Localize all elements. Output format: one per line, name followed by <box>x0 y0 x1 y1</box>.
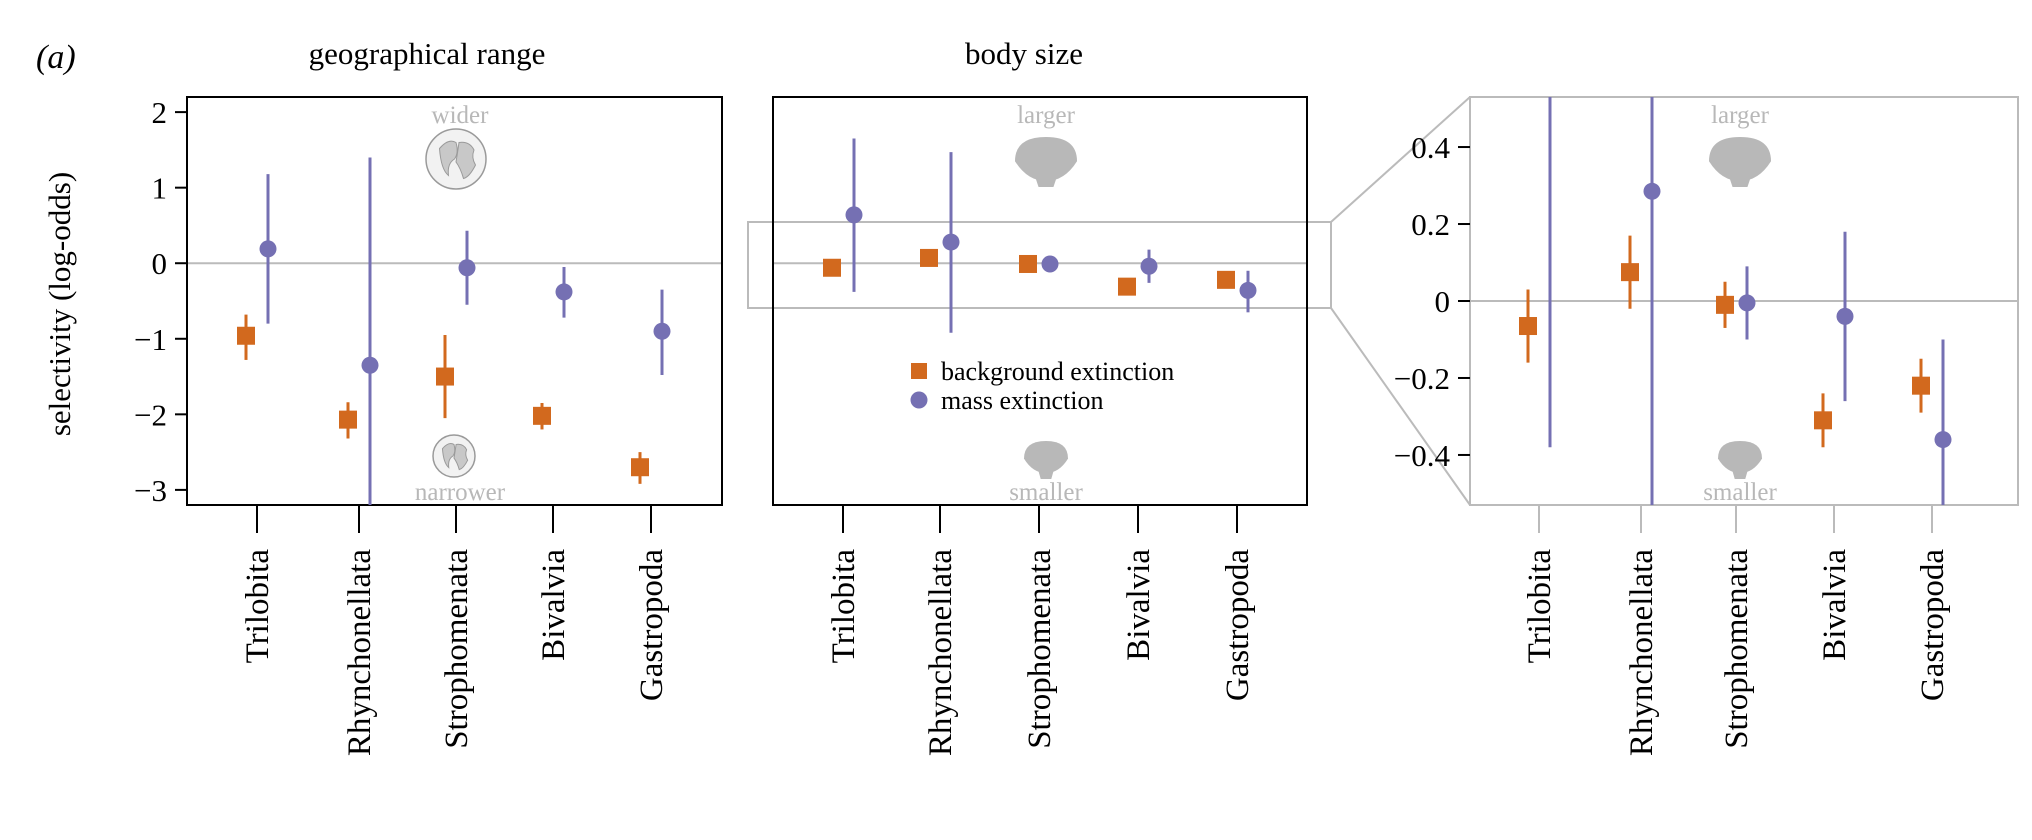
x-tick-label: Trilobita <box>826 549 862 664</box>
shell-icon <box>1015 137 1077 187</box>
x-tick-label: Strophomenata <box>1022 549 1058 749</box>
top-annotation: larger <box>1711 102 1770 129</box>
background-point <box>1019 254 1037 273</box>
background-point <box>1814 411 1832 430</box>
y-tick-label: −0.4 <box>1394 438 1451 473</box>
shell-body <box>1024 441 1068 473</box>
shell-hinge <box>1037 466 1055 479</box>
legend-label-mass: mass extinction <box>941 386 1103 415</box>
globe-continent-west <box>438 140 458 177</box>
background-point <box>1519 317 1537 336</box>
x-tick-label: Bivalvia <box>1121 549 1157 661</box>
background-point <box>823 258 841 277</box>
mass-point <box>653 322 671 340</box>
y-tick-label: 0 <box>152 246 168 281</box>
y-tick-label: 0.4 <box>1411 130 1450 165</box>
panel-title-body: body size <box>965 36 1083 71</box>
background-point <box>533 406 551 425</box>
background-point <box>1118 277 1136 296</box>
top-annotation: larger <box>1017 102 1076 129</box>
background-point <box>339 410 357 429</box>
shell-hinge <box>1731 466 1749 479</box>
y-tick-label: −0.2 <box>1394 361 1450 396</box>
x-tick-label: Trilobita <box>1522 549 1558 664</box>
background-point <box>1217 270 1235 289</box>
mass-point <box>555 283 573 301</box>
x-tick-label: Gastropoda <box>634 549 670 701</box>
panel-geographical-range: −3 −2 −1 0 1 2 Trilobita Rhynchonellata Strophom… <box>134 95 723 756</box>
shell-hinge <box>1727 172 1753 187</box>
mass-point <box>1836 307 1854 325</box>
shell-body <box>1709 137 1771 181</box>
y-tick-label: 2 <box>152 95 168 130</box>
globe-continent-west <box>441 443 456 469</box>
shell-body <box>1718 441 1762 473</box>
mass-point <box>1041 255 1059 273</box>
y-axis-label: selectivity (log-odds) <box>42 172 77 436</box>
x-tick-label: Bivalvia <box>536 549 572 661</box>
mass-point <box>942 233 960 251</box>
x-tick-label: Rhynchonellata <box>342 549 378 756</box>
shell-icon <box>1718 441 1762 479</box>
y-tick-label: −3 <box>134 473 167 508</box>
globe-continent-east <box>453 443 469 471</box>
legend-marker-mass <box>910 391 928 409</box>
shell-body <box>1015 137 1077 181</box>
y-tick-label: 0 <box>1435 284 1451 319</box>
bottom-annotation: smaller <box>1703 479 1777 506</box>
bottom-annotation: narrower <box>415 479 506 506</box>
mass-point <box>845 206 863 224</box>
panel-body-size-zoom: −0.4 −0.2 0 0.2 0.4 Trilobita Rhynchonellata St… <box>1394 96 2019 756</box>
mass-point <box>1239 281 1257 299</box>
mass-point <box>1934 431 1952 449</box>
background-point <box>1912 376 1930 395</box>
y-tick-label: 1 <box>152 171 168 206</box>
mass-point <box>1738 294 1756 312</box>
panel-title-geo: geographical range <box>309 36 546 71</box>
legend-marker-background <box>911 363 927 379</box>
zoom-connector <box>747 96 1471 506</box>
background-point <box>436 367 454 386</box>
zoom-highlight-box <box>747 221 1332 309</box>
x-tick-label: Bivalvia <box>1817 549 1853 661</box>
x-tick-label: Rhynchonellata <box>1624 549 1660 756</box>
y-tick-label: −1 <box>134 322 167 357</box>
globe-icon <box>432 434 476 478</box>
background-point <box>1716 295 1734 314</box>
shell-hinge <box>1033 172 1059 187</box>
shell-icon <box>1024 441 1068 479</box>
x-tick-label: Gastropoda <box>1220 549 1256 701</box>
background-point <box>920 248 938 267</box>
panel-body-size: Trilobita Rhynchonellata Strophomenata Biva… <box>772 96 1308 756</box>
x-tick-label: Trilobita <box>240 549 276 664</box>
zoom-line-top <box>1330 96 1471 223</box>
background-point <box>1621 263 1639 282</box>
x-tick-label: Strophomenata <box>1719 549 1755 749</box>
mass-point <box>458 259 476 277</box>
plot-frame <box>186 96 723 506</box>
x-tick-label: Strophomenata <box>439 549 475 749</box>
y-tick-label: −2 <box>134 397 167 432</box>
legend-label-background: background extinction <box>941 357 1174 386</box>
top-annotation: wider <box>432 102 490 129</box>
mass-point <box>259 240 277 258</box>
x-tick-label: Rhynchonellata <box>923 549 959 756</box>
mass-point <box>1643 182 1661 200</box>
panel-label: (a) <box>36 39 76 76</box>
y-tick-label: 0.2 <box>1411 207 1450 242</box>
globe-icon <box>425 128 487 190</box>
shell-icon <box>1709 137 1771 187</box>
globe-continent-east <box>455 141 477 180</box>
mass-point <box>1140 257 1158 275</box>
mass-point <box>361 356 379 374</box>
zoom-line-bottom <box>1330 307 1471 506</box>
bottom-annotation: smaller <box>1009 479 1083 506</box>
x-tick-label: Gastropoda <box>1915 549 1951 701</box>
background-point <box>237 326 255 345</box>
legend: background extinction mass extinction <box>910 357 1174 415</box>
background-point <box>631 458 649 477</box>
